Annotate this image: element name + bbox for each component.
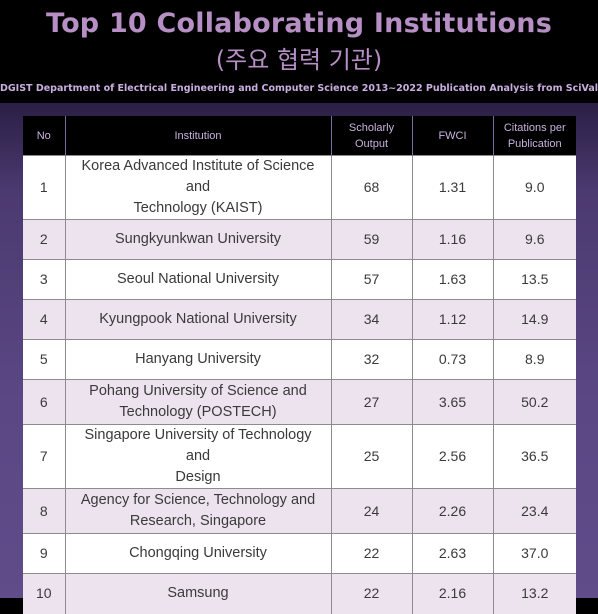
cell-no: 10 (23, 573, 65, 614)
column-header-citations-line2: Publication (507, 137, 562, 150)
cell-institution: Kyungpook National University (64, 299, 331, 340)
institution-name-line1: Kyungpook National University (99, 311, 297, 327)
cell-no: 6 (23, 379, 65, 425)
cell-no: 9 (23, 533, 65, 574)
column-header-no: No (23, 116, 65, 156)
institution-name-line2: Design (175, 469, 221, 485)
cell-institution: Agency for Science, Technology and Resear… (64, 488, 331, 534)
cell-fwci: 1.16 (411, 219, 493, 260)
cell-citations-per-publication: 37.0 (492, 533, 576, 574)
page-title: Top 10 Collaborating Institutions (46, 8, 552, 39)
cell-no: 4 (23, 299, 65, 340)
cell-citations-per-publication: 13.5 (492, 259, 576, 300)
table-row: 1 Korea Advanced Institute of Science and… (23, 155, 576, 220)
header-banner: Top 10 Collaborating Institutions (주요 협력… (0, 0, 598, 103)
institution-name-line1: Agency for Science, Technology and (80, 492, 316, 508)
cell-institution: Chongqing University (64, 533, 331, 574)
column-header-fwci: FWCI (411, 116, 493, 156)
table-header-row: No Institution Scholarly Output FWCI Cit… (23, 116, 576, 156)
cell-fwci: 1.63 (411, 259, 493, 300)
cell-fwci: 1.31 (411, 155, 493, 220)
cell-fwci: 2.63 (411, 533, 493, 574)
cell-citations-per-publication: 14.9 (492, 299, 576, 340)
cell-fwci: 2.56 (411, 424, 493, 489)
cell-scholarly-output: 57 (330, 259, 412, 300)
cell-scholarly-output: 59 (330, 219, 412, 260)
cell-no: 3 (23, 259, 65, 300)
page-title-korean: (주요 협력 기관) (215, 46, 383, 74)
cell-fwci: 2.26 (411, 488, 493, 534)
table-row: 9 Chongqing University 22 2.63 37.0 (23, 533, 576, 574)
cell-institution: Pohang University of Science and Technolo… (64, 379, 331, 425)
table-row: 8 Agency for Science, Technology and Resea… (23, 488, 576, 534)
cell-scholarly-output: 32 (330, 339, 412, 380)
column-header-output-line1: Scholarly (348, 121, 395, 134)
column-header-scholarly-output: Scholarly Output (330, 116, 412, 156)
cell-citations-per-publication: 23.4 (492, 488, 576, 534)
cell-citations-per-publication: 9.0 (492, 155, 576, 220)
cell-institution: Korea Advanced Institute of Science and T… (64, 155, 331, 220)
page-subtitle: DGIST Department of Electrical Engineeri… (0, 83, 598, 94)
institution-name-line1: Singapore University of Technology and (84, 427, 312, 464)
cell-citations-per-publication: 50.2 (492, 379, 576, 425)
cell-institution: Hanyang University (64, 339, 331, 380)
institution-name-line1: Hanyang University (135, 351, 261, 367)
institution-name-line2: Research, Singapore (129, 513, 267, 529)
cell-scholarly-output: 25 (330, 424, 412, 489)
cell-no: 2 (23, 219, 65, 260)
cell-no: 8 (23, 488, 65, 534)
institution-name-line2: Technology (POSTECH) (119, 404, 277, 420)
institution-name-line1: Samsung (167, 585, 229, 602)
table-row: 7 Singapore University of Technology and D… (23, 424, 576, 489)
table-body: 1 Korea Advanced Institute of Science and… (23, 155, 576, 614)
institutions-table-wrapper: No Institution Scholarly Output FWCI Cit… (23, 116, 576, 614)
table-row: 3 Seoul National University 57 1.63 13.5 (23, 259, 576, 300)
table-row: 10 Samsung 22 2.16 13.2 (23, 573, 576, 614)
institution-name-line1: Sungkyunkwan University (114, 231, 282, 247)
cell-citations-per-publication: 9.6 (492, 219, 576, 260)
institution-name-line1: Korea Advanced Institute of Science and (81, 158, 315, 195)
cell-citations-per-publication: 36.5 (492, 424, 576, 489)
cell-scholarly-output: 22 (330, 533, 412, 574)
cell-no: 7 (23, 424, 65, 489)
column-header-output-line2: Output (354, 137, 389, 150)
institution-name-line1: Chongqing University (129, 545, 267, 561)
cell-scholarly-output: 34 (330, 299, 412, 340)
table-row: 6 Pohang University of Science and Technol… (23, 379, 576, 425)
table-row: 4 Kyungpook National University 34 1.12 14.9 (23, 299, 576, 340)
cell-fwci: 2.16 (411, 573, 493, 614)
cell-fwci: 3.65 (411, 379, 493, 425)
cell-institution: Samsung (64, 573, 331, 614)
cell-no: 1 (23, 155, 65, 220)
cell-scholarly-output: 24 (330, 488, 412, 534)
cell-scholarly-output: 27 (330, 379, 412, 425)
institution-name-line2: Technology (KAIST) (133, 200, 263, 216)
cell-fwci: 0.73 (411, 339, 493, 380)
column-header-citations-line1: Citations per (503, 121, 566, 134)
cell-citations-per-publication: 8.9 (492, 339, 576, 380)
institution-name-line1: Pohang University of Science and (89, 383, 307, 399)
cell-scholarly-output: 22 (330, 573, 412, 614)
table-row: 2 Sungkyunkwan University 59 1.16 9.6 (23, 219, 576, 260)
cell-scholarly-output: 68 (330, 155, 412, 220)
cell-fwci: 1.12 (411, 299, 493, 340)
column-header-institution: Institution (64, 116, 331, 156)
cell-citations-per-publication: 13.2 (492, 573, 576, 614)
cell-institution: Singapore University of Technology and De… (64, 424, 331, 489)
cell-no: 5 (23, 339, 65, 380)
column-header-citations: Citations per Publication (492, 116, 576, 156)
table-row: 5 Hanyang University 32 0.73 8.9 (23, 339, 576, 380)
cell-institution: Sungkyunkwan University (64, 219, 331, 260)
institutions-table: No Institution Scholarly Output FWCI Cit… (23, 116, 576, 614)
cell-institution: Seoul National University (64, 259, 331, 300)
institution-name-line1: Seoul National University (117, 271, 279, 287)
